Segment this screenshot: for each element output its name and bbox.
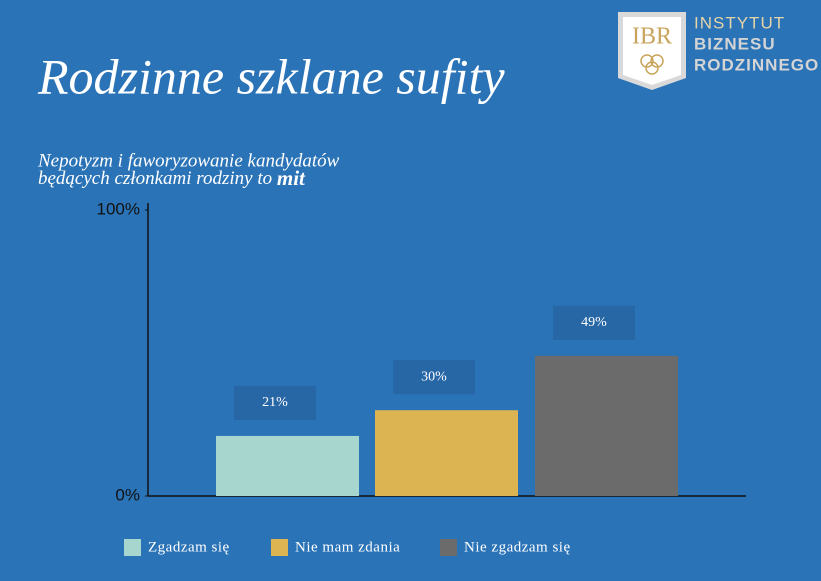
logo-mark: IBR: [632, 24, 672, 50]
legend-label: Nie zgadzam się: [464, 539, 571, 555]
value-label: 21%: [262, 395, 288, 410]
subtitle-emphasis: mit: [277, 166, 306, 190]
subtitle-text: będących członkami rodziny to: [38, 168, 272, 189]
value-label: 49%: [581, 315, 607, 330]
bar: [375, 410, 518, 496]
subtitle: będących członkami rodziny to mit: [38, 166, 306, 190]
logo-text: RODZINNEGO: [694, 55, 819, 74]
value-label-box: [553, 305, 635, 340]
bar: [535, 355, 678, 496]
logo-ring: [640, 54, 654, 68]
value-label: 30%: [421, 369, 447, 384]
logo-text: INSTYTUT: [694, 13, 785, 32]
legend-label: Zgadzam się: [148, 539, 230, 555]
logo: IBR INSTYTUT BIZNESU RODZINNEGO: [618, 12, 819, 90]
logo-text: BIZNESU: [694, 34, 776, 53]
logo-ring: [650, 54, 664, 68]
logo-ring: [645, 61, 659, 75]
legend-swatch: [440, 539, 457, 556]
legend-label: Nie mam zdania: [295, 539, 400, 555]
y-tick-label: 100%: [97, 199, 140, 218]
bar: [216, 435, 359, 496]
value-label-box: [393, 360, 475, 395]
value-label-box: [234, 385, 316, 420]
logo-inner: [623, 17, 681, 85]
subtitle: Nepotyzm i faworyzowanie kandydatów: [37, 150, 340, 171]
legend-swatch: [124, 539, 141, 556]
legend-swatch: [271, 539, 288, 556]
chart-title: Rodzinne szklane sufity: [37, 48, 505, 104]
y-tick-label: 0%: [115, 485, 140, 504]
